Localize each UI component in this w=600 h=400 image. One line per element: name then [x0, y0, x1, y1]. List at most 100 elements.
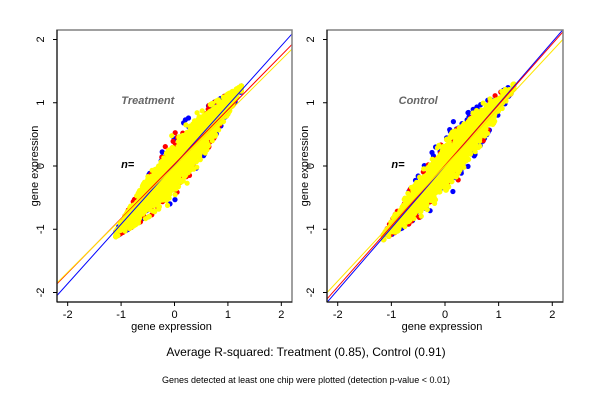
data-point: [424, 165, 431, 172]
data-point: [466, 125, 473, 132]
data-point: [474, 127, 481, 134]
plot-area: [327, 30, 563, 302]
fit-line-yellow: [327, 39, 563, 293]
data-point: [136, 204, 143, 211]
data-point: [437, 182, 444, 189]
data-point: [465, 109, 472, 116]
data-point: [449, 173, 456, 179]
data-point: [182, 167, 189, 174]
data-point: [183, 122, 189, 128]
data-point: [209, 114, 216, 120]
data-point: [135, 220, 141, 226]
y-tick-label: 1: [305, 100, 317, 106]
data-point: [170, 138, 176, 144]
data-point: [450, 119, 456, 125]
y-axis-label: gene expression: [29, 126, 41, 207]
y-tick-label: 0: [305, 163, 317, 169]
data-point: [434, 162, 441, 169]
data-point: [167, 157, 174, 164]
data-point: [407, 213, 414, 220]
data-point: [505, 87, 512, 94]
data-point: [185, 156, 191, 163]
fit-line-yellow: [57, 48, 292, 284]
data-point: [188, 151, 195, 158]
data-point: [169, 133, 175, 139]
data-point: [424, 207, 430, 213]
data-point: [450, 188, 456, 195]
data-point: [462, 136, 468, 143]
data-point: [174, 169, 181, 176]
data-point: [206, 109, 213, 115]
data-point: [162, 144, 168, 150]
data-point: [429, 163, 436, 170]
data-point: [160, 182, 166, 189]
data-point: [184, 180, 190, 186]
y-axis-label: gene expression: [299, 126, 311, 207]
data-point: [140, 201, 147, 208]
data-point: [191, 158, 198, 165]
data-point: [149, 191, 156, 198]
data-point: [161, 194, 168, 201]
series-core: [117, 89, 240, 234]
data-point: [471, 140, 478, 147]
data-point: [461, 156, 468, 163]
panel-title: Control: [399, 95, 439, 107]
x-tick-label: 1: [225, 309, 231, 321]
data-point: [159, 149, 165, 155]
data-point: [164, 202, 171, 208]
data-point: [172, 149, 179, 155]
data-point: [452, 137, 459, 144]
data-point: [146, 213, 152, 219]
data-point: [171, 181, 178, 188]
data-point: [440, 170, 447, 177]
caption-r-squared: Average R-squared: Treatment (0.85), Con…: [166, 345, 445, 359]
data-point: [430, 186, 437, 193]
data-point: [199, 114, 206, 120]
data-point: [439, 148, 446, 155]
x-tick-label: 2: [278, 309, 284, 321]
data-point: [209, 100, 216, 106]
x-tick-label: -2: [333, 309, 343, 321]
data-point: [201, 124, 208, 131]
data-point: [204, 115, 211, 122]
y-tick-label: 0: [35, 163, 47, 169]
data-point: [418, 213, 424, 219]
treatment-panel: -2 -1 0 1 2 -2 -1 0 1 2 gene expression gene expres…: [29, 29, 293, 333]
data-point: [436, 188, 443, 195]
data-point: [201, 132, 208, 138]
data-point: [209, 138, 215, 144]
data-point: [155, 196, 162, 202]
data-point: [162, 164, 169, 171]
x-tick-label: 2: [549, 309, 555, 321]
n-annotation: n=: [391, 159, 405, 171]
data-point: [472, 113, 479, 120]
x-axis-label: gene expression: [402, 321, 483, 333]
data-point: [479, 115, 486, 122]
data-point: [151, 208, 157, 214]
data-point: [224, 97, 231, 104]
n-annotation: n=: [121, 159, 135, 171]
data-point: [193, 132, 200, 139]
data-point: [492, 93, 498, 99]
x-tick-label: 0: [442, 309, 448, 321]
data-point: [439, 160, 446, 167]
y-tick-label: -2: [35, 288, 47, 298]
y-tick-label: 1: [35, 100, 47, 106]
data-point: [429, 149, 435, 156]
data-point: [193, 147, 200, 154]
data-point: [141, 206, 148, 213]
data-point: [152, 170, 159, 177]
data-point: [463, 149, 470, 156]
data-point: [215, 110, 222, 117]
data-point: [172, 192, 178, 198]
x-tick-label: -1: [386, 309, 396, 321]
data-point: [475, 136, 482, 143]
data-point: [464, 130, 471, 137]
data-point: [130, 215, 137, 222]
data-point: [113, 234, 119, 240]
x-tick-label: -2: [63, 309, 73, 321]
data-point: [148, 199, 155, 206]
data-point: [177, 136, 184, 143]
data-point: [185, 115, 192, 121]
data-point: [434, 145, 440, 151]
